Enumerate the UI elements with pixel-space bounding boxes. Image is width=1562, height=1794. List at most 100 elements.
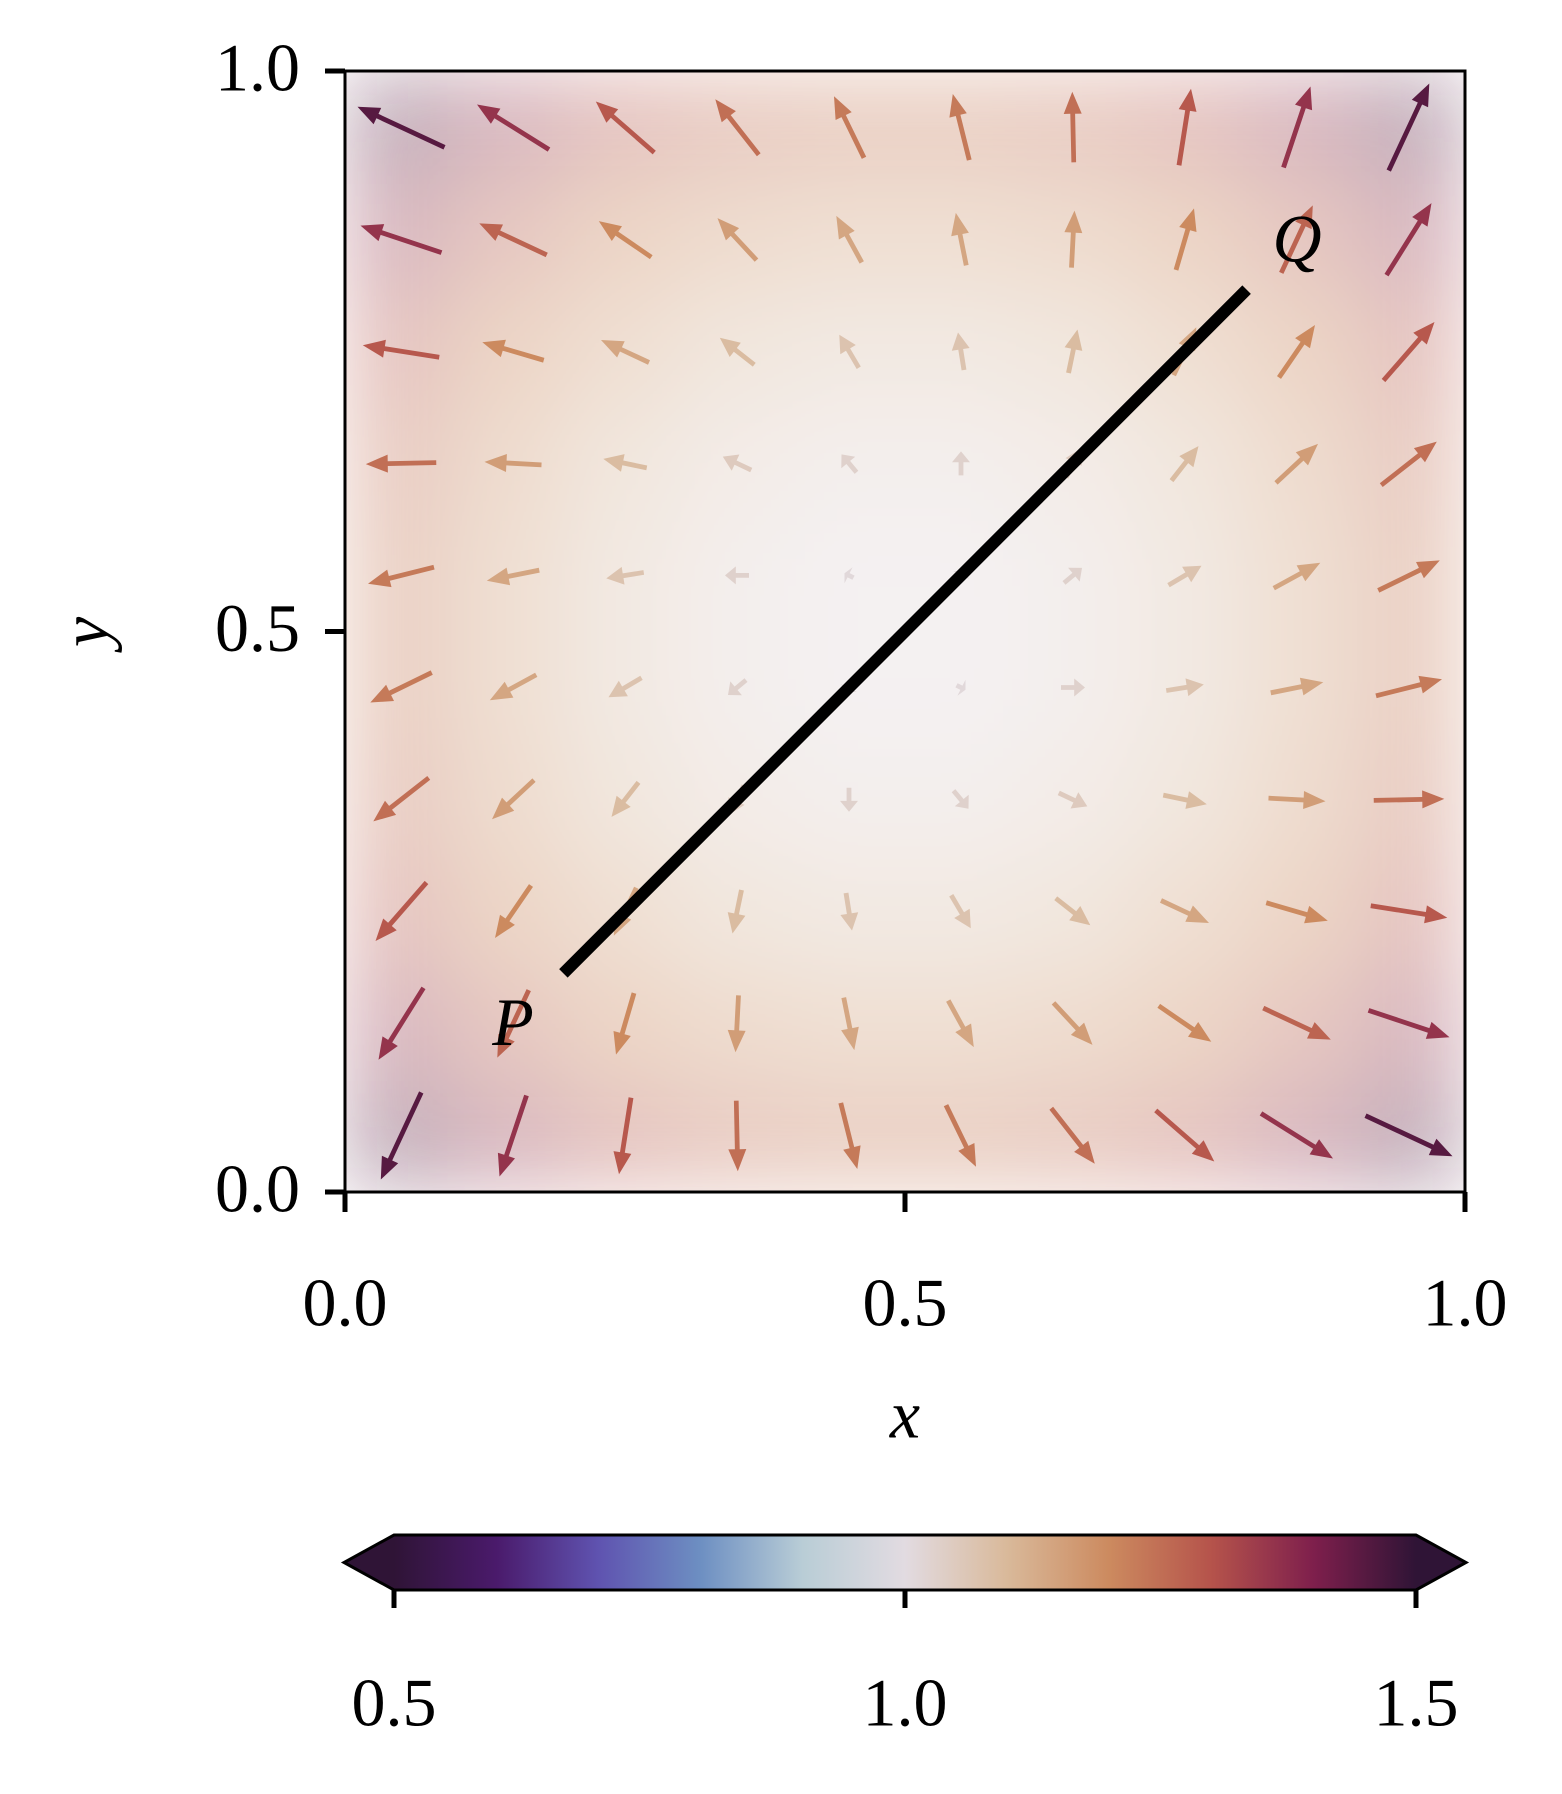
arrow [841, 997, 859, 1051]
arrow [613, 992, 637, 1055]
y-tick-label: 0.0 [215, 1151, 300, 1227]
arrow [1381, 322, 1435, 383]
arrow [1061, 678, 1085, 697]
arrow [1386, 83, 1430, 172]
arrow [1062, 567, 1082, 585]
arrow [952, 451, 970, 476]
arrow [613, 1097, 634, 1175]
colorbar-tick-label: 0.5 [352, 1665, 437, 1741]
annotation: Q [1272, 200, 1321, 276]
arrow [717, 218, 759, 262]
arrow [951, 789, 969, 809]
arrow [1162, 791, 1207, 809]
arrow [362, 339, 440, 360]
colorbar-extend-max [1416, 1535, 1466, 1590]
arrow [495, 884, 533, 938]
arrow [489, 672, 538, 701]
arrow [1272, 562, 1321, 591]
arrow [844, 567, 855, 584]
arrows [357, 83, 1453, 1180]
x-axis-label: x [889, 1377, 920, 1453]
arrow [946, 999, 974, 1048]
arrow [370, 670, 433, 703]
arrow [727, 995, 746, 1053]
arrow [951, 332, 970, 371]
arrow [492, 778, 536, 820]
arrow [378, 986, 426, 1060]
arrow [719, 337, 756, 367]
arrow [722, 454, 753, 473]
arrow [1051, 1001, 1093, 1045]
y-tick-label: 1.0 [215, 30, 300, 106]
arrow [1173, 208, 1197, 271]
arrow [834, 96, 867, 159]
arrow [1063, 91, 1082, 163]
arrow [1176, 88, 1197, 166]
arrow [943, 1104, 976, 1167]
arrow [1268, 791, 1326, 809]
arrow [357, 106, 446, 150]
arrow [1154, 1108, 1215, 1162]
arrow [1384, 203, 1432, 277]
foreground: P Q 0.0 0.5 1.0 0.0 0.5 1.0 0.5 1.0 1.5 [215, 30, 1508, 1741]
arrow [951, 212, 969, 266]
arrow [365, 454, 437, 473]
arrow [1265, 900, 1328, 924]
arrow [838, 1102, 861, 1169]
arrow [484, 454, 542, 472]
arrow [595, 101, 656, 155]
arrow [1049, 1106, 1095, 1164]
arrow [1064, 329, 1083, 374]
arrow [1277, 325, 1315, 379]
annotation: P [491, 984, 534, 1060]
arrow [1262, 1005, 1331, 1040]
arrow [482, 339, 545, 363]
arrow [368, 564, 435, 588]
arrow [955, 679, 966, 696]
arrow [497, 1094, 529, 1177]
arrow [1379, 441, 1437, 487]
arrow [1281, 86, 1313, 169]
arrow [840, 892, 859, 931]
colorbar [394, 1535, 1416, 1590]
arrow [1270, 677, 1324, 696]
arrow [1165, 678, 1204, 697]
arrow [608, 675, 643, 698]
arrow [603, 454, 648, 472]
arrow [497, 989, 531, 1058]
arrow [375, 880, 429, 941]
arrow [479, 223, 548, 258]
colorbar-tick-label: 1.5 [1374, 1665, 1459, 1741]
arrow [1274, 443, 1318, 485]
arrow [1259, 1111, 1333, 1159]
arrow [728, 678, 748, 696]
arrow [725, 566, 749, 585]
arrow [728, 1100, 747, 1172]
arrow [949, 894, 971, 929]
arrow [1169, 446, 1199, 483]
segment-line [559, 285, 1251, 978]
y-axis-label: y [47, 616, 123, 653]
arrow [1364, 1113, 1453, 1157]
arrow [1367, 1008, 1450, 1039]
arrow [1373, 790, 1445, 809]
arrow [486, 567, 540, 586]
arrow [611, 780, 641, 817]
x-tick-label: 0.0 [303, 1265, 388, 1341]
arrow [1377, 560, 1440, 593]
arrow [1167, 565, 1202, 588]
arrow [1054, 896, 1091, 926]
colorbar-tick-label: 1.0 [863, 1665, 948, 1741]
arrow [715, 99, 761, 157]
arrow [1064, 210, 1083, 268]
arrow [839, 334, 861, 369]
arrow [598, 221, 653, 260]
arrow [840, 787, 858, 812]
arrow [601, 340, 650, 365]
arrow [1370, 903, 1448, 924]
arrow [1160, 898, 1209, 923]
arrow [949, 94, 972, 161]
arrow [1279, 205, 1313, 274]
